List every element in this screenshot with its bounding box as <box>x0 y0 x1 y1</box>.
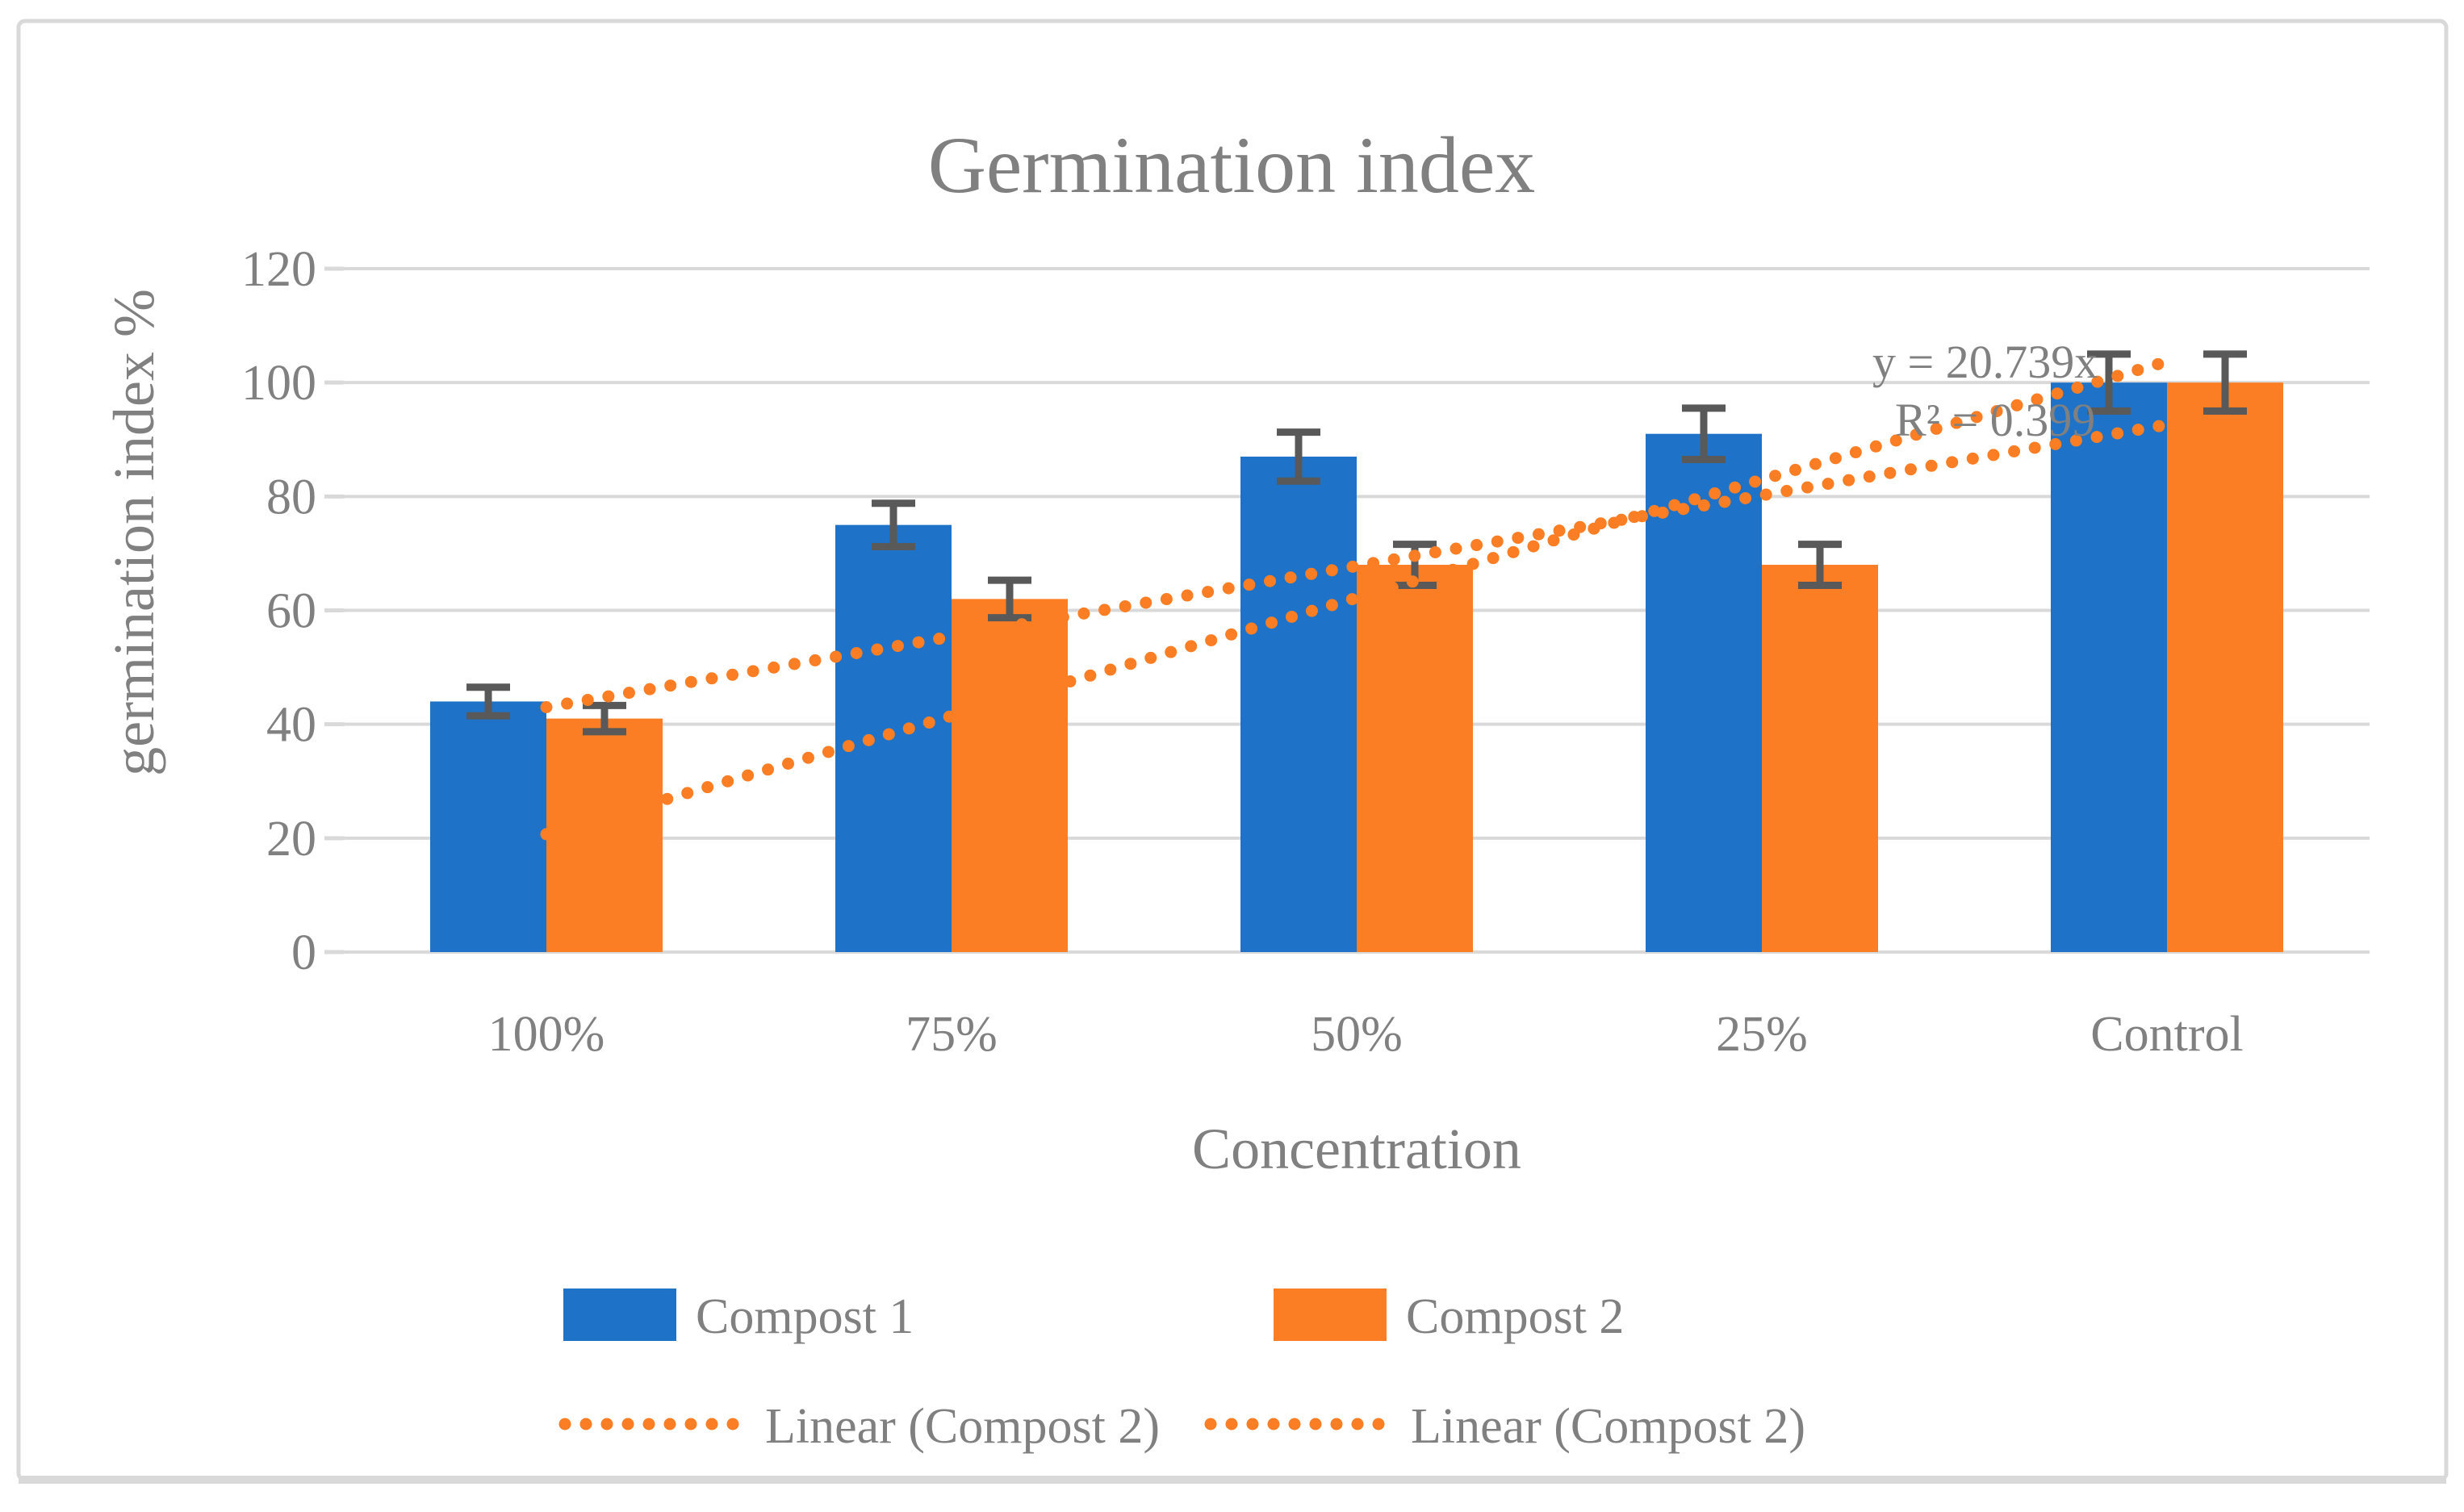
bar-Compost 1-100% <box>430 701 546 952</box>
x-tick-label-75%: 75% <box>906 1007 998 1062</box>
y-tick-label-60: 60 <box>266 584 316 639</box>
bar-Compost 2-25% <box>1762 565 1878 952</box>
y-axis-tick-labels: 0 20 40 60 80 100 120 <box>241 242 316 980</box>
legend: Compost 1 Compost 2 Linear (Compost 2) L… <box>558 1289 1805 1454</box>
error-bar-Compost 1-Control <box>2087 350 2131 415</box>
y-tick-label-80: 80 <box>266 470 316 524</box>
error-bar-Compost 2-75% <box>988 576 1031 622</box>
bar-Compost 2-Control <box>2167 382 2283 953</box>
y-tick-label-0: 0 <box>291 925 316 980</box>
bar-Compost 1-50% <box>1240 456 1357 952</box>
error-bar-Compost 1-100% <box>466 683 510 720</box>
error-bar-Compost 2-25% <box>1798 541 1842 589</box>
y-tick-label-40: 40 <box>266 698 316 753</box>
error-bar-Compost 1-75% <box>872 499 915 550</box>
x-axis-title: Concentration <box>1192 1117 1521 1181</box>
trendline-2 <box>540 355 2173 841</box>
chart-title: Germination index <box>928 120 1536 210</box>
legend-label-compost-2: Compost 2 <box>1406 1289 1624 1344</box>
trendlines <box>540 355 2173 841</box>
error-bar-Compost 1-50% <box>1277 428 1320 485</box>
error-bars <box>466 350 2247 736</box>
legend-label-linear-1: Linear (Compost 2) <box>765 1399 1160 1454</box>
trendline-r-squared: R² = 0.399 <box>1895 394 2095 446</box>
y-tick-label-100: 100 <box>241 356 316 411</box>
x-tick-label-Control: Control <box>2090 1007 2243 1062</box>
trendline-equation: y = 20.739x <box>1872 336 2098 388</box>
bar-series <box>430 382 2283 953</box>
bar-Compost 2-50% <box>1357 565 1473 952</box>
legend-swatch-compost-2 <box>1274 1289 1387 1341</box>
y-tick-label-20: 20 <box>266 812 316 867</box>
x-axis-tick-labels: 100% 75% 50% 25% Control <box>488 1007 2244 1062</box>
trendline-1 <box>540 418 2173 713</box>
error-bar-Compost 1-25% <box>1682 404 1726 463</box>
y-tick-label-120: 120 <box>241 242 316 297</box>
bar-Compost 1-Control <box>2051 382 2167 953</box>
bar-Compost 2-75% <box>952 599 1068 952</box>
chart-border-bottom-strip <box>19 1476 2446 1484</box>
error-bar-Compost 2-Control <box>2203 350 2247 415</box>
y-axis-title: germination index % <box>102 289 166 776</box>
legend-swatch-compost-1 <box>563 1289 676 1341</box>
x-tick-label-25%: 25% <box>1716 1007 1808 1062</box>
x-tick-label-50%: 50% <box>1311 1007 1403 1062</box>
bar-Compost 1-25% <box>1646 433 1762 952</box>
bar-Compost 2-100% <box>546 718 663 952</box>
legend-label-compost-1: Compost 1 <box>696 1289 914 1344</box>
x-tick-label-100%: 100% <box>488 1007 605 1062</box>
legend-label-linear-2: Linear (Compost 2) <box>1411 1399 1805 1454</box>
bar-Compost 1-75% <box>835 524 952 952</box>
